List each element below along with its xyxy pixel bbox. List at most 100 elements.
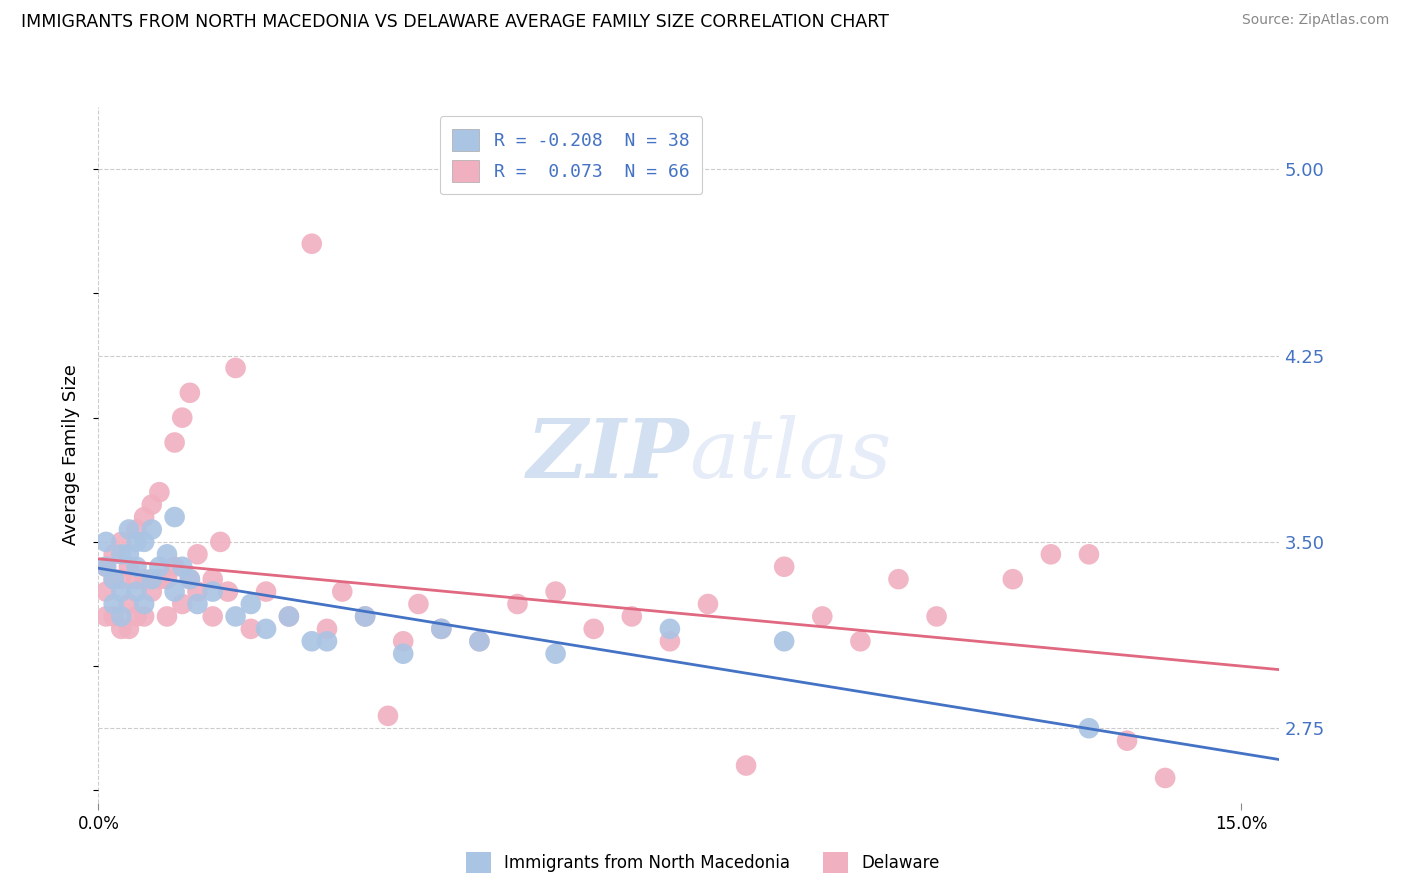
Point xyxy=(658,634,681,648)
Point xyxy=(118,622,141,636)
Point xyxy=(811,609,834,624)
Point xyxy=(110,622,132,636)
Point xyxy=(134,597,156,611)
Point xyxy=(110,584,132,599)
Point xyxy=(330,584,353,599)
Point xyxy=(186,547,208,561)
Point xyxy=(141,584,163,599)
Point xyxy=(217,584,239,599)
Point xyxy=(103,572,125,586)
Text: atlas: atlas xyxy=(689,415,891,495)
Point xyxy=(141,572,163,586)
Legend: Immigrants from North Macedonia, Delaware: Immigrants from North Macedonia, Delawar… xyxy=(460,846,946,880)
Point xyxy=(110,609,132,624)
Point xyxy=(239,597,262,611)
Point xyxy=(148,572,170,586)
Point xyxy=(141,523,163,537)
Point xyxy=(254,622,277,636)
Point xyxy=(172,410,194,425)
Point xyxy=(94,559,117,574)
Point xyxy=(103,572,125,586)
Point xyxy=(658,622,681,636)
Point xyxy=(172,597,194,611)
Point xyxy=(148,485,170,500)
Point xyxy=(125,572,148,586)
Point xyxy=(354,609,377,624)
Point xyxy=(134,534,156,549)
Text: Source: ZipAtlas.com: Source: ZipAtlas.com xyxy=(1241,13,1389,28)
Point xyxy=(201,609,224,624)
Point xyxy=(225,609,247,624)
Point xyxy=(544,647,567,661)
Point xyxy=(148,559,170,574)
Point xyxy=(887,572,910,586)
Point xyxy=(354,609,377,624)
Point xyxy=(277,609,299,624)
Point xyxy=(94,559,117,574)
Text: IMMIGRANTS FROM NORTH MACEDONIA VS DELAWARE AVERAGE FAMILY SIZE CORRELATION CHAR: IMMIGRANTS FROM NORTH MACEDONIA VS DELAW… xyxy=(21,13,889,31)
Point xyxy=(118,523,141,537)
Point xyxy=(156,572,179,586)
Point xyxy=(544,584,567,599)
Point xyxy=(110,572,132,586)
Point xyxy=(186,597,208,611)
Point xyxy=(94,534,117,549)
Point xyxy=(277,609,299,624)
Point xyxy=(179,385,201,400)
Point xyxy=(134,510,156,524)
Point xyxy=(163,510,186,524)
Point xyxy=(209,534,232,549)
Point xyxy=(301,634,323,648)
Point xyxy=(118,559,141,574)
Point xyxy=(1078,547,1101,561)
Point xyxy=(134,609,156,624)
Point xyxy=(430,622,453,636)
Point xyxy=(773,634,796,648)
Point xyxy=(125,523,148,537)
Point xyxy=(468,634,491,648)
Point xyxy=(125,534,148,549)
Point xyxy=(110,534,132,549)
Point xyxy=(163,435,186,450)
Point xyxy=(94,609,117,624)
Point xyxy=(735,758,758,772)
Point xyxy=(125,609,148,624)
Point xyxy=(179,572,201,586)
Point xyxy=(103,547,125,561)
Point xyxy=(377,708,399,723)
Point xyxy=(141,498,163,512)
Y-axis label: Average Family Size: Average Family Size xyxy=(62,365,80,545)
Text: ZIP: ZIP xyxy=(526,415,689,495)
Point xyxy=(392,634,415,648)
Point xyxy=(620,609,643,624)
Point xyxy=(1116,733,1139,747)
Point xyxy=(506,597,529,611)
Point xyxy=(301,236,323,251)
Point xyxy=(392,647,415,661)
Point xyxy=(110,547,132,561)
Point xyxy=(1078,721,1101,735)
Point xyxy=(103,597,125,611)
Point xyxy=(179,572,201,586)
Point xyxy=(316,634,339,648)
Point xyxy=(172,559,194,574)
Point xyxy=(408,597,430,611)
Point xyxy=(125,584,148,599)
Point xyxy=(225,360,247,375)
Point xyxy=(163,584,186,599)
Point xyxy=(430,622,453,636)
Point xyxy=(118,547,141,561)
Point xyxy=(156,547,179,561)
Point xyxy=(773,559,796,574)
Point xyxy=(125,559,148,574)
Point xyxy=(103,609,125,624)
Point xyxy=(201,572,224,586)
Point xyxy=(254,584,277,599)
Point xyxy=(186,584,208,599)
Point xyxy=(697,597,720,611)
Point xyxy=(925,609,948,624)
Point xyxy=(1001,572,1024,586)
Point xyxy=(163,559,186,574)
Point xyxy=(94,584,117,599)
Point xyxy=(849,634,872,648)
